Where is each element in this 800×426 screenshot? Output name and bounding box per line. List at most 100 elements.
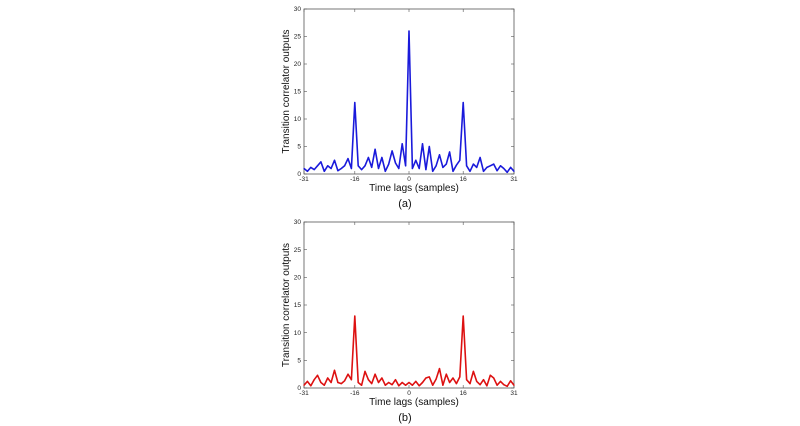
y-tick-label: 15 <box>294 302 302 309</box>
x-axis-label: Time lags (samples) <box>369 183 459 194</box>
data-point <box>344 165 346 167</box>
data-point <box>496 384 498 386</box>
chart-panel-a: 0 5 10 15 20 25 30 -31 -16 0 16 31 Transition corre… <box>281 6 518 210</box>
data-point <box>465 165 468 167</box>
x-axis-label: Time lags (samples) <box>369 397 459 408</box>
data-point <box>347 373 349 375</box>
data-point <box>513 384 515 386</box>
data-line-b <box>303 315 515 388</box>
data-point <box>506 171 508 173</box>
y-tick-label: 10 <box>294 330 302 337</box>
data-point <box>421 143 424 145</box>
data-point <box>333 369 336 371</box>
data-point <box>418 167 420 170</box>
y-tick-label: 20 <box>294 275 302 282</box>
data-point <box>465 379 468 381</box>
x-tick-label: 0 <box>407 390 411 397</box>
data-point <box>418 385 420 387</box>
data-point <box>459 376 461 378</box>
data-point <box>354 101 356 104</box>
data-point <box>432 384 434 386</box>
data-point <box>459 159 461 161</box>
y-tick-label: 30 <box>294 219 302 226</box>
y-tick-label: 20 <box>294 61 302 68</box>
data-point <box>330 381 332 384</box>
data-point <box>452 377 454 379</box>
data-point <box>303 167 305 170</box>
data-point <box>388 163 390 165</box>
data-point <box>449 151 451 153</box>
data-point <box>493 163 495 165</box>
y-tick-label: 5 <box>297 144 301 151</box>
data-point <box>472 163 474 165</box>
data-point <box>510 166 512 168</box>
data-point <box>347 158 349 160</box>
data-point <box>398 167 400 170</box>
y-tick-label: 25 <box>294 34 302 41</box>
data-point <box>350 379 353 381</box>
data-point <box>333 159 336 161</box>
data-point <box>320 161 322 163</box>
data-point <box>357 381 359 384</box>
data-point <box>432 170 434 172</box>
data-point <box>445 373 447 375</box>
data-point <box>438 154 441 156</box>
data-point <box>425 377 427 379</box>
y-axis-label: Transition correlator outputs <box>281 243 292 367</box>
data-point <box>337 381 339 384</box>
data-point <box>489 374 491 376</box>
data-point <box>442 384 444 386</box>
data-point <box>313 169 315 171</box>
data-point <box>360 169 363 171</box>
data-point <box>496 170 498 172</box>
data-point <box>411 384 413 386</box>
data-point <box>394 162 397 164</box>
x-tick-label: -16 <box>350 176 360 183</box>
data-point <box>476 380 478 382</box>
data-point <box>428 376 430 378</box>
data-point <box>408 30 410 32</box>
data-point <box>482 170 485 172</box>
data-point <box>367 379 369 381</box>
data-point <box>455 164 458 166</box>
data-point <box>316 374 319 376</box>
figure-caption-a: (a) <box>398 198 411 210</box>
data-point <box>415 380 417 382</box>
x-tick-label: -31 <box>299 390 309 397</box>
data-point <box>323 170 325 172</box>
data-point <box>411 167 413 170</box>
data-point <box>405 165 407 167</box>
data-point <box>435 378 437 380</box>
data-point <box>421 381 424 384</box>
data-point <box>513 170 515 172</box>
data-point <box>384 170 386 172</box>
data-point <box>445 163 447 165</box>
data-point <box>493 377 495 379</box>
y-axis-label: Transition correlator outputs <box>281 29 292 153</box>
data-point <box>506 385 508 387</box>
data-point <box>503 167 505 170</box>
data-point <box>479 156 481 159</box>
axis-ticks: 0 5 10 15 20 25 30 -31 -16 0 16 31 <box>294 6 518 183</box>
data-point <box>327 377 329 379</box>
data-point <box>408 381 410 384</box>
axis-ticks: 0 5 10 15 20 25 30 -31 -16 0 16 31 <box>294 219 518 397</box>
data-point <box>401 143 403 145</box>
x-tick-label: 16 <box>460 390 468 397</box>
data-point <box>510 380 512 382</box>
data-point <box>455 382 458 385</box>
x-tick-label: 31 <box>510 390 518 397</box>
data-point <box>354 315 356 317</box>
figure-caption-b: (b) <box>398 412 411 424</box>
data-point <box>364 165 366 167</box>
data-point <box>499 165 502 167</box>
data-point <box>374 373 376 375</box>
data-point <box>381 377 383 379</box>
data-point <box>310 385 312 387</box>
data-point <box>320 381 322 384</box>
data-point <box>486 166 488 168</box>
data-point <box>476 166 478 168</box>
y-tick-label: 30 <box>294 6 302 13</box>
data-point <box>499 380 502 382</box>
